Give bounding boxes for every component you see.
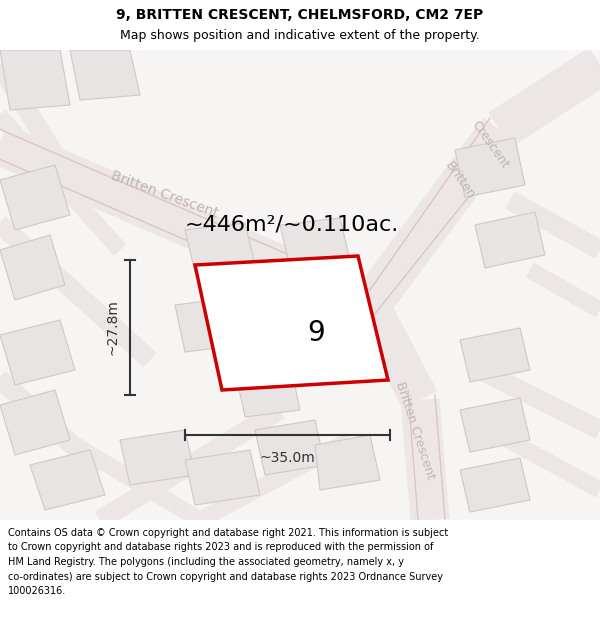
Polygon shape <box>0 320 75 385</box>
Text: ~27.8m: ~27.8m <box>106 299 120 356</box>
Polygon shape <box>70 50 140 100</box>
Text: ~446m²/~0.110ac.: ~446m²/~0.110ac. <box>185 215 399 235</box>
Text: Britten: Britten <box>442 159 478 201</box>
Polygon shape <box>0 50 70 110</box>
Text: 9, BRITTEN CRESCENT, CHELMSFORD, CM2 7EP: 9, BRITTEN CRESCENT, CHELMSFORD, CM2 7EP <box>116 8 484 22</box>
Polygon shape <box>460 328 530 382</box>
Polygon shape <box>460 398 530 452</box>
Polygon shape <box>455 138 525 197</box>
Text: Crescent: Crescent <box>469 119 511 171</box>
Polygon shape <box>185 450 260 505</box>
Polygon shape <box>475 212 545 268</box>
Polygon shape <box>120 430 195 485</box>
Text: to Crown copyright and database rights 2023 and is reproduced with the permissio: to Crown copyright and database rights 2… <box>8 542 433 552</box>
Text: Britten Crescent: Britten Crescent <box>393 379 437 481</box>
Polygon shape <box>280 218 350 267</box>
Polygon shape <box>0 235 65 300</box>
Text: 9: 9 <box>307 319 325 347</box>
Text: co-ordinates) are subject to Crown copyright and database rights 2023 Ordnance S: co-ordinates) are subject to Crown copyr… <box>8 571 443 581</box>
Text: Britten Crescent: Britten Crescent <box>109 169 221 221</box>
Polygon shape <box>30 450 105 510</box>
Polygon shape <box>235 363 300 417</box>
Text: Contains OS data © Crown copyright and database right 2021. This information is : Contains OS data © Crown copyright and d… <box>8 528 448 538</box>
Polygon shape <box>185 223 255 272</box>
Text: ~35.0m: ~35.0m <box>260 451 316 465</box>
Polygon shape <box>460 458 530 512</box>
Text: HM Land Registry. The polygons (including the associated geometry, namely x, y: HM Land Registry. The polygons (includin… <box>8 557 404 567</box>
Polygon shape <box>270 298 335 349</box>
Polygon shape <box>195 256 388 390</box>
Polygon shape <box>0 165 70 230</box>
Polygon shape <box>255 420 325 475</box>
Polygon shape <box>175 298 240 352</box>
Polygon shape <box>0 390 70 455</box>
Polygon shape <box>315 435 380 490</box>
Text: Map shows position and indicative extent of the property.: Map shows position and indicative extent… <box>120 29 480 41</box>
Text: 100026316.: 100026316. <box>8 586 66 596</box>
